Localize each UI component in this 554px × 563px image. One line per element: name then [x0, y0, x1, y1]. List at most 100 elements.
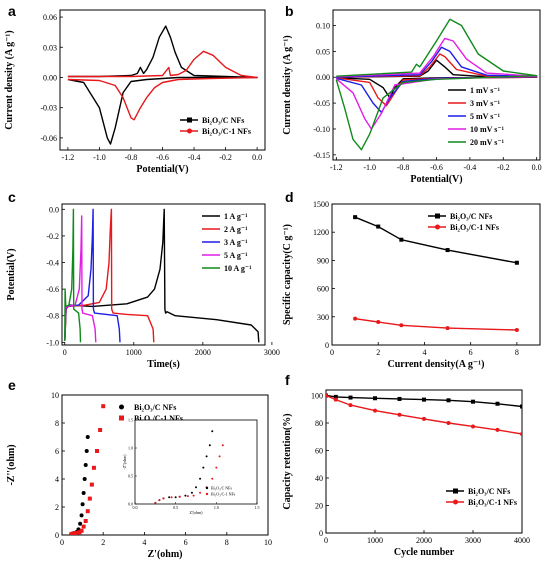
data-point	[326, 393, 328, 398]
legend: Bi₂O₃/C NFs Bi₂O₃/C-1 NFs	[180, 116, 251, 136]
panel-b: b -1.2 -1.0 -0.8 -0.6 -0.4 -0.2 0.0 -0.15 -0.10 -0…	[282, 3, 542, 185]
data-point	[101, 404, 106, 409]
legend-marker	[187, 128, 192, 134]
series-Bi₂O₃/C-1-NFs	[353, 316, 519, 332]
legend-label: Bi₂O₃/C NFs	[134, 403, 176, 412]
inset-frame	[134, 419, 258, 505]
series-line	[67, 50, 258, 121]
data-point	[514, 327, 519, 332]
x-axis-label: Z'(ohm)	[148, 549, 183, 560]
x-tick-label: 0.0	[252, 153, 262, 162]
y-tick-label: 1500	[313, 200, 329, 209]
y-tick-label: 0.00	[43, 73, 57, 82]
series-line	[64, 208, 260, 343]
data-point	[83, 519, 88, 523]
series-line	[64, 208, 82, 343]
inset-point	[170, 496, 173, 499]
series-Bi₂O₃/C-1-NFs	[67, 50, 258, 121]
x-tick-label: 3000	[465, 536, 481, 545]
inset-point	[211, 430, 214, 433]
inset-legend-label: Bi₂O₃/C-1 NFs	[211, 492, 236, 497]
series-Bi₂O₃/C-1-NFs	[69, 404, 106, 535]
data-point	[95, 449, 100, 453]
legend-label: 5 mV s⁻¹	[470, 112, 501, 121]
inset-y-tick-label: 0.5	[128, 474, 133, 479]
data-point	[81, 524, 86, 529]
y-tick-label: 0.10	[316, 22, 330, 31]
data-point	[89, 482, 94, 487]
series-line	[335, 37, 538, 130]
data-point	[73, 531, 78, 535]
legend-label: 1 A g⁻¹	[224, 212, 248, 221]
data-point	[520, 432, 522, 436]
data-point	[422, 397, 426, 402]
inset-y-tick-label: 1.0	[128, 446, 133, 451]
y-tick-label: 0	[55, 531, 59, 540]
x-tick-label: -0.2	[497, 163, 510, 172]
y-tick-label: -0.06	[40, 134, 57, 143]
legend-label: 3 A g⁻¹	[224, 238, 248, 247]
data-point	[91, 465, 96, 470]
legend-item: 5 mV s⁻¹	[448, 112, 501, 121]
y-tick-label: 1200	[313, 228, 329, 237]
plot-frame	[331, 203, 541, 346]
y-tick-label: 2	[55, 503, 59, 512]
data-point	[495, 427, 500, 432]
inset-x-tick-label: 1.0	[214, 505, 219, 510]
inset-y-tick-label: 1.5	[128, 418, 133, 423]
legend-item: Bi₂O₃/C NFs	[446, 487, 510, 496]
data-point	[514, 260, 519, 265]
data-point	[353, 215, 358, 220]
panel-letter: b	[285, 3, 294, 19]
inset-point	[208, 444, 211, 447]
legend: Bi₂O₃/C NFs Bi₂O₃/C-1 NFs	[119, 403, 183, 423]
y-tick-label: 0.05	[316, 47, 330, 56]
plot-area	[69, 404, 106, 535]
inset-point	[192, 494, 195, 497]
legend-marker	[435, 213, 440, 219]
data-point	[399, 323, 404, 328]
data-point	[81, 491, 86, 495]
data-point	[84, 449, 89, 453]
y-tick-label: 0.03	[43, 43, 57, 52]
panel-letter: e	[8, 377, 16, 393]
x-tick-label: -0.8	[397, 163, 410, 172]
y-axis-label: Potential(V)	[6, 248, 17, 300]
plot-area	[353, 215, 519, 332]
y-axis-label: Specific capacity(C g⁻¹)	[282, 224, 293, 325]
inset-point	[202, 466, 205, 469]
legend: 1 A g⁻¹ 2 A g⁻¹ 3 A g⁻¹ 5 A g⁻¹ 10 A g⁻¹	[202, 212, 252, 273]
y-tick-label: -0.10	[313, 125, 330, 134]
data-point	[471, 399, 475, 404]
x-axis-label: Cycle number	[394, 547, 455, 558]
legend-item: Bi₂O₃/C-1 NFs	[446, 498, 517, 507]
series-Bi₂O₃/C-NFs	[353, 215, 519, 265]
legend-item: Bi₂O₃/C NFs	[119, 403, 176, 412]
inset-point	[162, 497, 165, 500]
x-tick-label: 10	[264, 538, 272, 547]
data-point	[446, 421, 451, 425]
inset-legend-label: Bi₂O₃/C NFs	[211, 486, 232, 491]
inset-y-tick-label: 0.0	[128, 502, 133, 507]
plot-frame	[332, 9, 541, 161]
x-axis-label: Potential(V)	[136, 164, 188, 175]
y-tick-label: 100	[311, 392, 323, 401]
inset-point	[205, 455, 208, 458]
y-tick-label: -0.4	[46, 259, 59, 268]
series-line	[335, 18, 538, 151]
y-tick-label: 0	[319, 529, 323, 538]
x-tick-label: 2000	[195, 348, 211, 357]
x-tick-label: -0.2	[219, 153, 232, 162]
plot-area	[326, 393, 522, 436]
inset-series	[154, 444, 224, 504]
data-point	[87, 496, 92, 501]
x-tick-label: 8	[225, 538, 229, 547]
legend-item: 10 A g⁻¹	[202, 264, 252, 273]
panel-letter: c	[8, 189, 16, 205]
x-tick-label: -1.2	[62, 153, 75, 162]
legend-item: Bi₂O₃/C-1 NFs	[119, 414, 183, 423]
x-tick-label: 2000	[416, 536, 432, 545]
legend-marker	[119, 415, 124, 421]
inset-x-label: Z'(ohm)	[190, 510, 204, 515]
data-point	[80, 502, 85, 507]
